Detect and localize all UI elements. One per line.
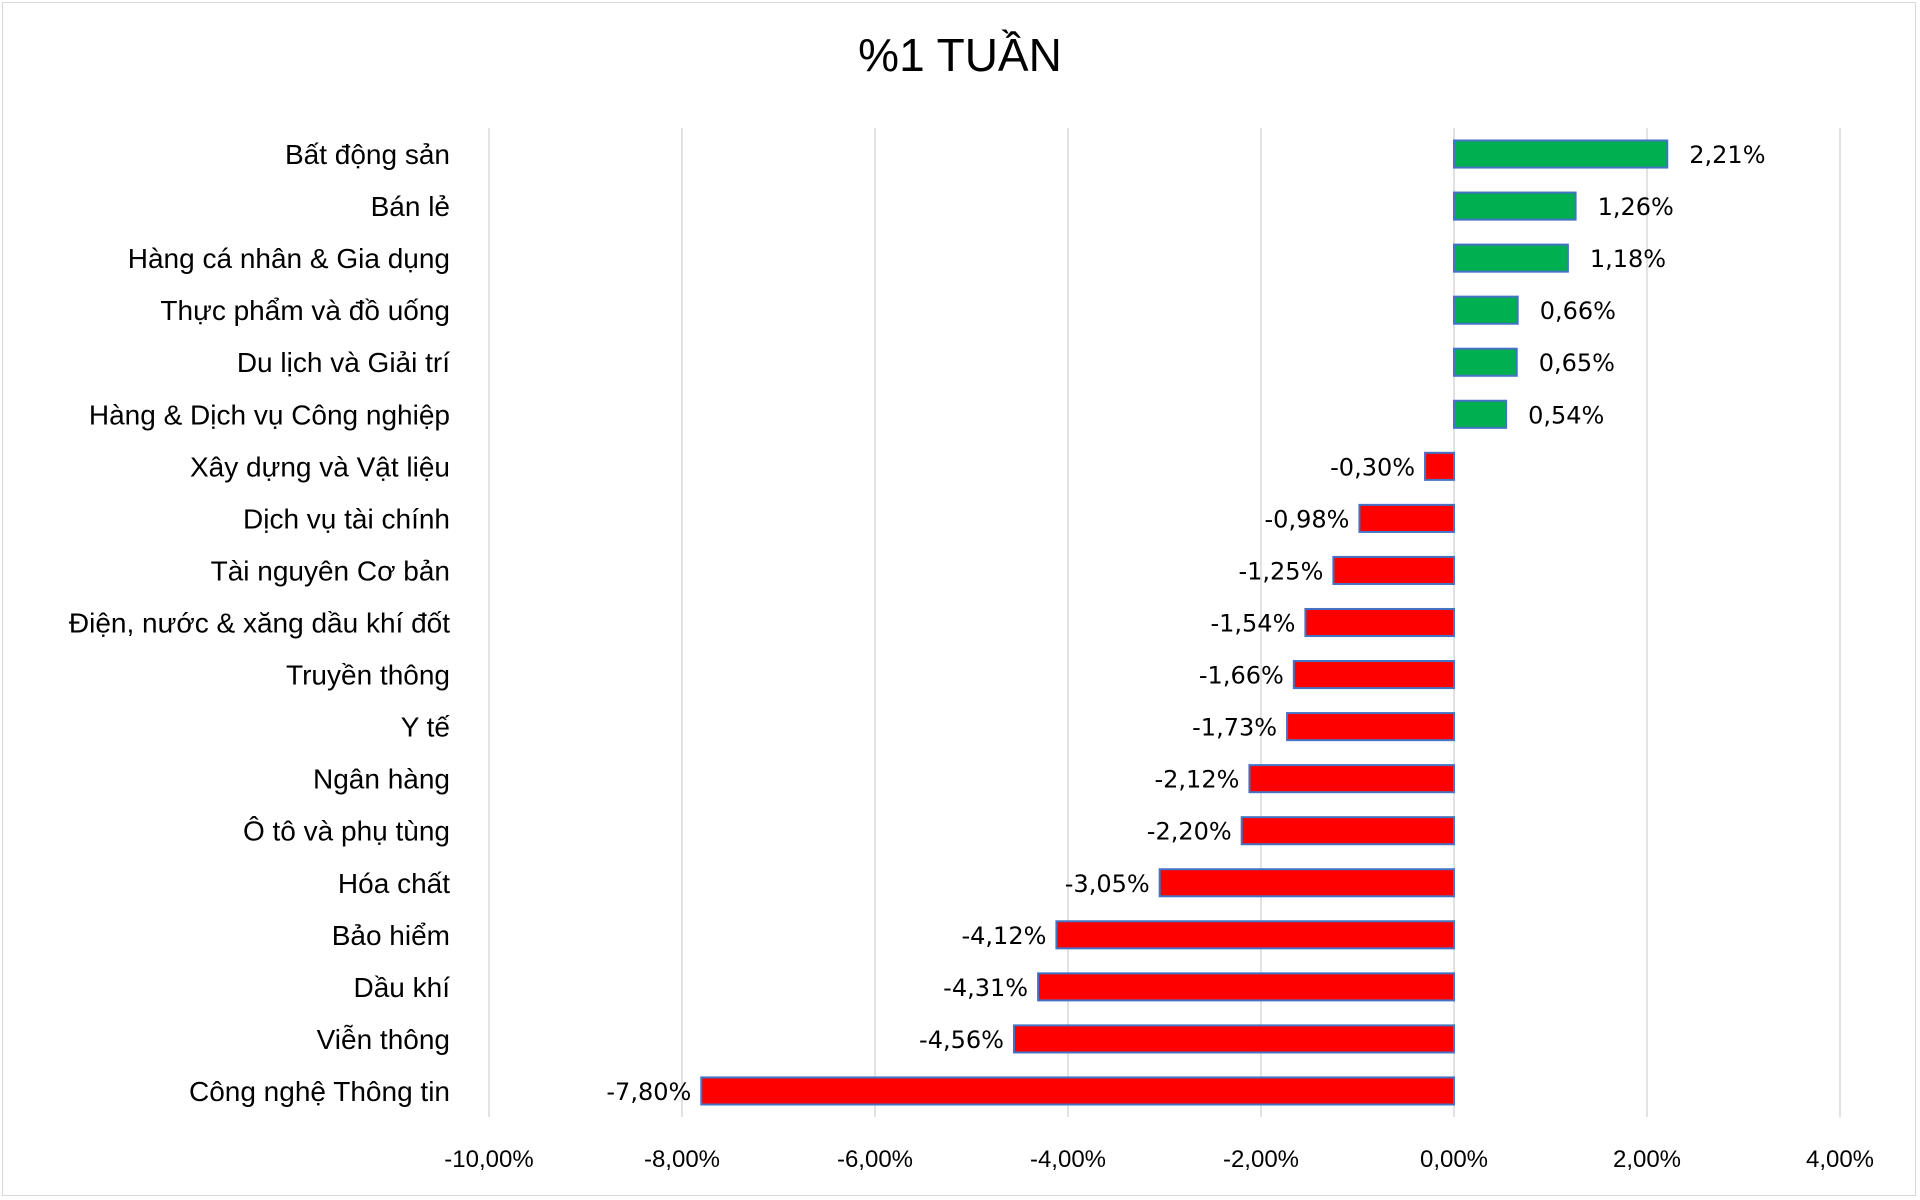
x-tick-label: -10,00%	[444, 1146, 533, 1173]
bar	[1158, 868, 1456, 898]
data-label: -4,31%	[943, 974, 1028, 1002]
category-label: Dầu khí	[354, 972, 451, 1003]
bar	[1453, 295, 1519, 325]
category-label: Hàng cá nhân & Gia dụng	[128, 243, 450, 274]
data-label: -1,73%	[1192, 714, 1277, 742]
bar	[1453, 347, 1518, 377]
bar	[1453, 399, 1508, 429]
bar	[700, 1076, 1455, 1106]
data-label: -0,98%	[1265, 505, 1350, 533]
data-label: 0,66%	[1540, 297, 1616, 325]
data-label: -2,20%	[1147, 818, 1232, 846]
data-label: -3,05%	[1065, 870, 1150, 898]
bar	[1240, 816, 1455, 846]
data-label: -1,66%	[1199, 662, 1284, 690]
x-tick-label: 4,00%	[1806, 1146, 1874, 1173]
grid-layer	[488, 128, 1841, 1117]
category-label: Truyền thông	[286, 660, 450, 691]
bar	[1332, 555, 1455, 585]
data-label: 0,54%	[1528, 401, 1604, 429]
category-label: Công nghệ Thông tin	[189, 1076, 450, 1107]
category-label: Dịch vụ tài chính	[243, 503, 450, 534]
category-label: Điện, nước & xăng dầu khí đốt	[69, 608, 450, 639]
category-label: Viễn thông	[317, 1024, 450, 1055]
x-tick-label: -2,00%	[1223, 1146, 1299, 1173]
bar	[1453, 139, 1669, 169]
x-tick-label: -4,00%	[1030, 1146, 1106, 1173]
data-label: 0,65%	[1539, 349, 1615, 377]
bar	[1248, 764, 1456, 794]
bar	[1453, 243, 1569, 273]
data-label: -1,25%	[1238, 557, 1323, 585]
category-label: Xây dựng và Vật liệu	[190, 451, 450, 482]
category-label: Du lịch và Giải trí	[237, 347, 450, 378]
bar	[1292, 660, 1456, 690]
bar	[1304, 607, 1456, 638]
data-label: -2,12%	[1155, 766, 1240, 794]
bar-layer	[700, 139, 1669, 1106]
data-label: -1,54%	[1210, 610, 1295, 638]
category-label: Hóa chất	[338, 868, 450, 899]
x-tick-label: 2,00%	[1613, 1146, 1681, 1173]
category-label: Hàng & Dịch vụ Công nghiệp	[89, 399, 450, 430]
data-label: -7,80%	[606, 1078, 691, 1106]
data-label: -4,12%	[962, 922, 1047, 950]
category-label: Bất động sản	[285, 139, 450, 170]
data-label: -4,56%	[919, 1026, 1004, 1054]
bar	[1453, 191, 1577, 221]
category-label: Ngân hàng	[313, 764, 450, 795]
data-label: 2,21%	[1689, 141, 1765, 169]
bar	[1358, 503, 1456, 533]
category-label: Y tế	[401, 712, 451, 743]
bar	[1055, 920, 1456, 950]
bar	[1012, 1024, 1456, 1054]
x-tick-label: -8,00%	[644, 1146, 720, 1173]
label-layer: -10,00% -8,00% -6,00% -4,00% -2,00% 0,00% 2,00…	[69, 139, 1874, 1173]
category-label: Bán lẻ	[371, 191, 450, 222]
data-label: 1,26%	[1598, 193, 1674, 221]
bar	[1037, 972, 1455, 1002]
bar	[1424, 451, 1456, 481]
chart-title: %1 TUẦN	[858, 29, 1062, 81]
x-tick-label: -6,00%	[837, 1146, 913, 1173]
bar	[1286, 712, 1456, 742]
category-label: Thực phẩm và đồ uống	[160, 295, 450, 326]
category-label: Ô tô và phụ tùng	[243, 816, 450, 847]
x-tick-label: 0,00%	[1420, 1146, 1488, 1173]
data-label: -0,30%	[1330, 453, 1415, 481]
category-label: Bảo hiểm	[332, 920, 450, 951]
category-label: Tài nguyên Cơ bản	[211, 555, 450, 586]
data-label: 1,18%	[1590, 245, 1666, 273]
